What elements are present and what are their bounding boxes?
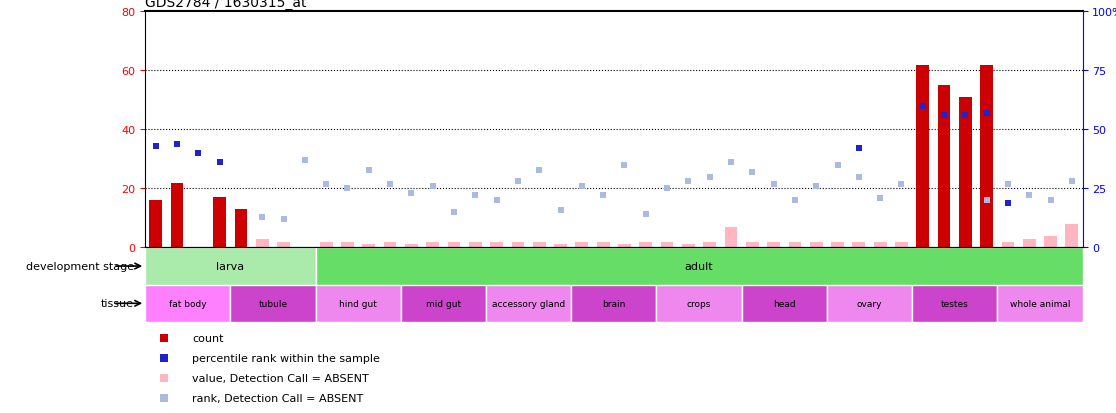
Bar — [363, 245, 375, 248]
Text: value, Detection Call = ABSENT: value, Detection Call = ABSENT — [192, 373, 368, 383]
Bar — [937, 86, 951, 248]
Text: accessory gland: accessory gland — [492, 299, 565, 308]
Bar — [401, 285, 485, 322]
Bar — [874, 242, 886, 248]
Bar — [998, 285, 1083, 322]
Bar — [320, 242, 333, 248]
Bar — [1045, 236, 1057, 248]
Bar — [234, 209, 248, 248]
Text: tubule: tubule — [258, 299, 288, 308]
Bar — [448, 242, 461, 248]
Text: rank, Detection Call = ABSENT: rank, Detection Call = ABSENT — [192, 394, 363, 404]
Bar — [341, 242, 354, 248]
Bar — [277, 242, 290, 248]
Text: count: count — [192, 334, 223, 344]
Bar — [511, 242, 525, 248]
Bar — [916, 65, 930, 248]
Bar — [682, 245, 695, 248]
Bar — [316, 285, 401, 322]
Bar — [405, 245, 417, 248]
Bar — [1023, 239, 1036, 248]
Bar — [980, 65, 993, 248]
Bar — [959, 98, 972, 248]
Bar — [171, 183, 183, 248]
Bar — [145, 285, 230, 322]
Bar — [1066, 224, 1078, 248]
Text: mid gut: mid gut — [426, 299, 461, 308]
Text: development stage: development stage — [26, 261, 134, 271]
Text: crops: crops — [686, 299, 711, 308]
Bar — [555, 245, 567, 248]
Bar — [256, 239, 269, 248]
Bar — [490, 242, 503, 248]
Bar — [384, 242, 396, 248]
Text: adult: adult — [685, 261, 713, 271]
Bar — [1001, 242, 1014, 248]
Bar — [742, 285, 827, 322]
Bar — [485, 285, 571, 322]
Bar — [810, 242, 822, 248]
Text: fat body: fat body — [169, 299, 206, 308]
Bar — [597, 242, 609, 248]
Bar — [895, 242, 907, 248]
Bar — [639, 242, 652, 248]
Bar — [789, 242, 801, 248]
Bar — [426, 242, 439, 248]
Text: GDS2784 / 1630315_at: GDS2784 / 1630315_at — [145, 0, 307, 10]
Bar — [831, 242, 844, 248]
Text: whole animal: whole animal — [1010, 299, 1070, 308]
Bar — [145, 248, 316, 285]
Bar — [767, 242, 780, 248]
Bar — [661, 242, 673, 248]
Bar — [469, 242, 482, 248]
Bar — [316, 248, 1083, 285]
Bar — [230, 285, 316, 322]
Bar — [576, 242, 588, 248]
Bar — [618, 245, 631, 248]
Bar — [724, 227, 738, 248]
Bar — [532, 242, 546, 248]
Bar — [745, 242, 759, 248]
Text: testes: testes — [941, 299, 969, 308]
Bar — [853, 242, 865, 248]
Text: tissue: tissue — [100, 299, 134, 309]
Text: hind gut: hind gut — [339, 299, 377, 308]
Bar — [656, 285, 742, 322]
Bar — [703, 242, 716, 248]
Text: head: head — [773, 299, 796, 308]
Bar — [571, 285, 656, 322]
Text: percentile rank within the sample: percentile rank within the sample — [192, 354, 379, 363]
Text: brain: brain — [603, 299, 625, 308]
Bar — [912, 285, 998, 322]
Bar — [213, 198, 227, 248]
Text: larva: larva — [217, 261, 244, 271]
Bar — [150, 201, 162, 248]
Text: ovary: ovary — [857, 299, 883, 308]
Bar — [827, 285, 912, 322]
